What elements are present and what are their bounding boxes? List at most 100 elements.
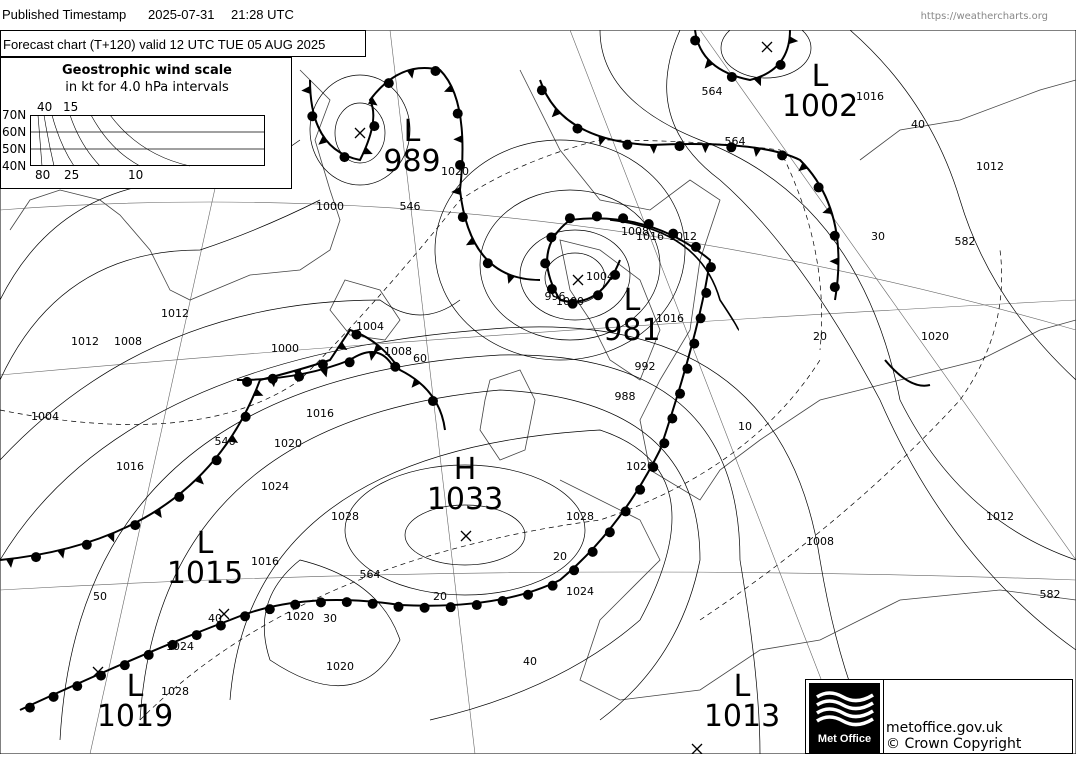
warm-front-semicircle-icon [317,359,328,370]
system-type: L [623,283,641,318]
warm-front-semicircle-icon [367,598,378,609]
scale-top-label: 40 [37,100,53,114]
isobar-label: 1016 [306,407,334,420]
scale-bottom-label: 10 [128,168,144,182]
isobar-label: 988 [615,390,636,403]
isobar-label: 992 [635,360,656,373]
cold-front-triangle-icon [704,59,714,69]
low-pressure-label: L 1015 [167,529,243,589]
cold-front-triangle-icon [829,257,839,266]
isobar-label: 1000 [316,200,344,213]
cold-front-triangle-icon [701,144,710,154]
warm-front-semicircle-icon [72,681,83,692]
warm-front-semicircle-icon [31,552,42,563]
warm-front-semicircle-icon [307,111,318,122]
cold-front-triangle-icon [453,135,463,144]
isobar-label: 1004 [31,410,59,423]
thickness-label: 40 [208,612,222,625]
isobar-label: 1008 [114,335,142,348]
site-link[interactable]: metoffice.gov.uk [886,720,1003,736]
warm-front-semicircle-icon [829,230,840,241]
cold-front-triangle-icon [5,558,14,568]
isobar-label: 1012 [976,160,1004,173]
central-pressure: 1019 [96,699,174,734]
published-label: Published Timestamp [2,7,127,22]
centre-cross-icon [460,530,472,542]
warm-front-semicircle-icon [369,121,380,132]
source-url[interactable]: https://weathercharts.org [920,11,1048,22]
centre-cross-icon [92,666,104,678]
warm-front-semicircle-icon [536,85,547,96]
thickness-lines [0,139,1003,721]
warm-front-semicircle-icon [604,527,615,538]
isobar-label: 1012 [986,510,1014,523]
warm-front-semicircle-icon [482,258,493,269]
warm-front-semicircle-icon [344,357,355,368]
isobars [0,30,1076,754]
cold-front-triangle-icon [598,135,607,146]
warm-front-semicircle-icon [648,462,659,473]
warm-front-semicircle-icon [635,484,646,495]
scale-lat-label: 50N [2,142,27,156]
warm-front-semicircle-icon [829,282,840,293]
scale-lat-label: 40N [2,159,27,173]
warm-front-semicircle-icon [419,602,430,613]
isobar-label: 1020 [921,330,949,343]
warm-front-semicircle-icon [705,262,716,273]
copyright: © Crown Copyright [886,736,1022,752]
central-pressure: 1002 [781,89,859,124]
isobar-label: 1016 [656,312,684,325]
cold-front-triangle-icon [153,508,162,518]
cold-front-triangle-icon [649,144,658,154]
front-symbols [5,35,840,713]
cold-front-triangle-icon [444,84,454,93]
isobar-label: 1020 [274,437,302,450]
warm-front-semicircle-icon [497,596,508,607]
warm-front-semicircle-icon [777,150,788,161]
cold-front-triangle-icon [451,187,461,195]
cold-front-triangle-icon [318,135,328,145]
thickness-label: 60 [413,352,427,365]
published-time: 21:28 UTC [231,7,294,22]
graticule [0,30,1076,754]
isobar-label: 1028 [331,510,359,523]
cold-front-triangle-icon [406,68,415,79]
warm-front-semicircle-icon [587,546,598,557]
warm-front-semicircle-icon [668,228,679,239]
centre-cross-icon [218,608,230,620]
warm-front-semicircle-icon [81,539,92,550]
isobar-label: 1028 [566,510,594,523]
low-pressure-label: L 1002 [782,62,858,122]
isobar-label: 1004 [586,270,614,283]
thickness-label: 564 [725,135,746,148]
isobar-label: 1008 [806,535,834,548]
low-pressure-label: L 981 [603,286,660,346]
thickness-label: 564 [702,85,723,98]
warm-front-semicircle-icon [143,649,154,660]
warm-front-semicircle-icon [695,313,706,324]
cold-front-triangle-icon [337,341,348,351]
warm-front-semicircle-icon [775,59,786,70]
warm-front-semicircle-icon [689,338,700,349]
cold-front-triangle-icon [362,146,373,155]
warm-front-semicircle-icon [701,287,712,298]
met-office-credit: Met Office metoffice.gov.uk © Crown Copy… [805,679,1073,754]
warm-front-semicircle-icon [167,639,178,650]
isobar-label: 1020 [626,460,654,473]
warm-front-semicircle-icon [540,258,551,269]
cold-front-triangle-icon [551,107,561,118]
warm-front-semicircle-icon [339,152,350,163]
warm-front-semicircle-icon [290,599,301,610]
cold-front [0,328,446,561]
warm-front-semicircle-icon [390,361,401,372]
cold-front-triangle-icon [268,377,277,388]
isobar-label: 1012 [669,230,697,243]
warm-front-semicircle-icon [667,413,678,424]
wind-scale-curves [30,115,265,167]
high-pressure-label: H 1033 [427,455,503,515]
thickness-label: 564 [360,568,381,581]
centre-cross-icon [354,127,366,139]
warm-front-semicircle-icon [315,597,326,608]
cold-front-triangle-icon [194,475,204,485]
warm-front-semicircle-icon [119,660,130,671]
